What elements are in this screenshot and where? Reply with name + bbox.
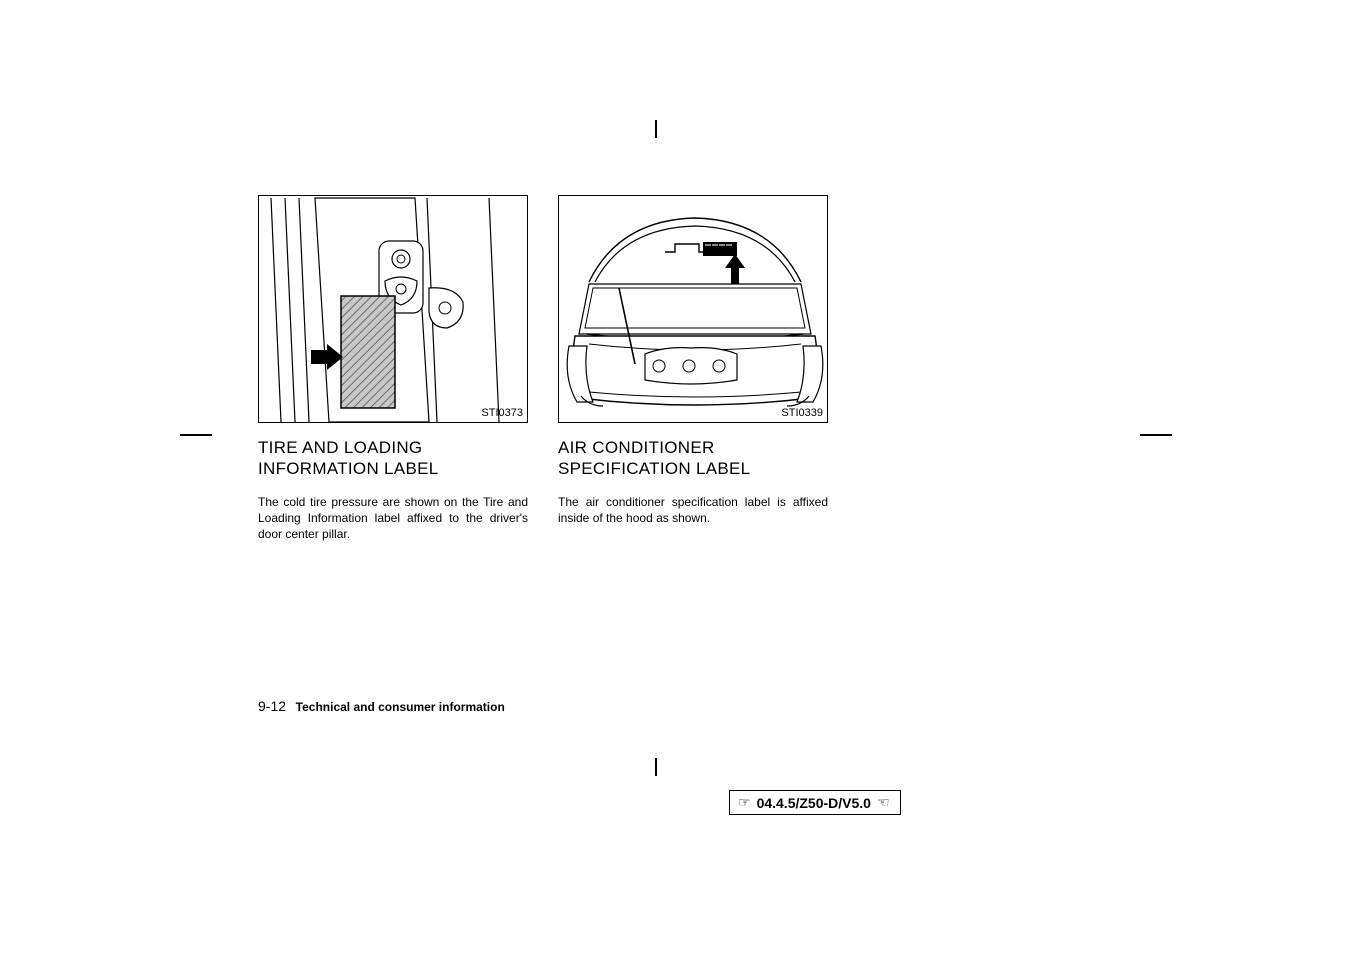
figure-ac-label: STI0339	[558, 195, 828, 423]
figure-code-left: STI0373	[481, 407, 523, 419]
page-number: 9-12	[258, 698, 286, 714]
figure-code-right: STI0339	[781, 407, 823, 419]
crop-mark-bottom	[655, 758, 657, 776]
body-text-tire: The cold tire pressure are shown on the …	[258, 494, 528, 543]
body-text-ac: The air conditioner specification label …	[558, 494, 828, 526]
figure-tire-label: STI0373	[258, 195, 528, 423]
hand-point-left-icon: ☜	[877, 794, 890, 811]
columns: STI0373 TIRE AND LOADING INFORMATION LAB…	[258, 195, 1098, 542]
hand-point-right-icon: ☞	[738, 794, 751, 811]
content-area: STI0373 TIRE AND LOADING INFORMATION LAB…	[258, 195, 1098, 542]
section-title-tire: TIRE AND LOADING INFORMATION LABEL	[258, 437, 528, 480]
crop-mark-top	[655, 120, 657, 138]
footer-section-title: Technical and consumer information	[296, 700, 505, 714]
door-pillar-illustration	[259, 196, 528, 423]
crop-mark-left	[180, 434, 212, 436]
stamp-text: 04.4.5/Z50-D/V5.0	[757, 795, 871, 811]
right-column: STI0339 AIR CONDITIONER SPECIFICATION LA…	[558, 195, 828, 542]
left-column: STI0373 TIRE AND LOADING INFORMATION LAB…	[258, 195, 528, 542]
section-title-ac: AIR CONDITIONER SPECIFICATION LABEL	[558, 437, 828, 480]
revision-stamp: ☞ 04.4.5/Z50-D/V5.0 ☜	[729, 790, 901, 815]
engine-hood-illustration	[559, 196, 828, 423]
page-footer: 9-12 Technical and consumer information	[258, 698, 505, 714]
crop-mark-right	[1140, 434, 1172, 436]
page: STI0373 TIRE AND LOADING INFORMATION LAB…	[0, 0, 1351, 954]
